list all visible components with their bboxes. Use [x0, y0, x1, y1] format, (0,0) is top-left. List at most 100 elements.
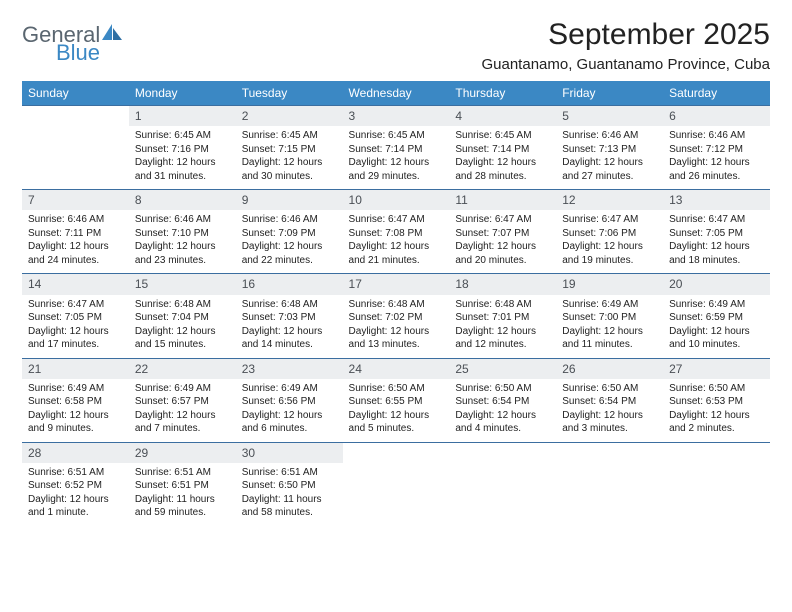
sunrise-line: Sunrise: 6:49 AM: [28, 382, 123, 396]
sunset-line: Sunset: 7:07 PM: [455, 227, 550, 241]
day-cell: 21Sunrise: 6:49 AMSunset: 6:58 PMDayligh…: [22, 358, 129, 442]
day-number: 17: [343, 274, 450, 294]
day-number: 1: [129, 106, 236, 126]
daylight-line: Daylight: 12 hours and 21 minutes.: [349, 240, 444, 267]
sunrise-line: Sunrise: 6:47 AM: [28, 298, 123, 312]
sunrise-line: Sunrise: 6:48 AM: [242, 298, 337, 312]
week-row: 7Sunrise: 6:46 AMSunset: 7:11 PMDaylight…: [22, 190, 770, 274]
day-cell: 20Sunrise: 6:49 AMSunset: 6:59 PMDayligh…: [663, 274, 770, 358]
sunset-line: Sunset: 7:14 PM: [349, 143, 444, 157]
day-cell: 25Sunrise: 6:50 AMSunset: 6:54 PMDayligh…: [449, 358, 556, 442]
day-cell: 9Sunrise: 6:46 AMSunset: 7:09 PMDaylight…: [236, 190, 343, 274]
day-number: 13: [663, 190, 770, 210]
day-cell: 30Sunrise: 6:51 AMSunset: 6:50 PMDayligh…: [236, 442, 343, 526]
daylight-line: Daylight: 12 hours and 11 minutes.: [562, 325, 657, 352]
day-number: 10: [343, 190, 450, 210]
week-row: 14Sunrise: 6:47 AMSunset: 7:05 PMDayligh…: [22, 274, 770, 358]
daylight-line: Daylight: 12 hours and 6 minutes.: [242, 409, 337, 436]
day-cell: [663, 442, 770, 526]
daylight-line: Daylight: 12 hours and 1 minute.: [28, 493, 123, 520]
day-cell: 15Sunrise: 6:48 AMSunset: 7:04 PMDayligh…: [129, 274, 236, 358]
day-number: 30: [236, 443, 343, 463]
day-header: Saturday: [663, 81, 770, 106]
sunset-line: Sunset: 7:12 PM: [669, 143, 764, 157]
sunset-line: Sunset: 7:14 PM: [455, 143, 550, 157]
sunset-line: Sunset: 7:16 PM: [135, 143, 230, 157]
daylight-line: Daylight: 12 hours and 14 minutes.: [242, 325, 337, 352]
day-header: Sunday: [22, 81, 129, 106]
day-cell: 24Sunrise: 6:50 AMSunset: 6:55 PMDayligh…: [343, 358, 450, 442]
day-number: 2: [236, 106, 343, 126]
day-cell: 19 Sunrise: 6:49 AMSunset: 7:00 PMDayligh…: [556, 274, 663, 358]
day-header: Wednesday: [343, 81, 450, 106]
sunrise-line: Sunrise: 6:49 AM: [562, 298, 657, 312]
sunrise-line: Sunrise: 6:50 AM: [669, 382, 764, 396]
day-number: 19: [556, 274, 663, 294]
day-number: 22: [129, 359, 236, 379]
day-number: 8: [129, 190, 236, 210]
daylight-line: Daylight: 12 hours and 24 minutes.: [28, 240, 123, 267]
sunset-line: Sunset: 6:59 PM: [669, 311, 764, 325]
calendar-table: SundayMondayTuesdayWednesdayThursdayFrid…: [22, 81, 770, 526]
sunrise-line: Sunrise: 6:45 AM: [455, 129, 550, 143]
sunset-line: Sunset: 6:51 PM: [135, 479, 230, 493]
sunset-line: Sunset: 6:53 PM: [669, 395, 764, 409]
day-cell: 27Sunrise: 6:50 AMSunset: 6:53 PMDayligh…: [663, 358, 770, 442]
daylight-line: Daylight: 12 hours and 13 minutes.: [349, 325, 444, 352]
day-cell: 6Sunrise: 6:46 AMSunset: 7:12 PMDaylight…: [663, 106, 770, 190]
sunrise-line: Sunrise: 6:47 AM: [349, 213, 444, 227]
day-cell: 4Sunrise: 6:45 AMSunset: 7:14 PMDaylight…: [449, 106, 556, 190]
daylight-line: Daylight: 11 hours and 59 minutes.: [135, 493, 230, 520]
week-row: 21Sunrise: 6:49 AMSunset: 6:58 PMDayligh…: [22, 358, 770, 442]
day-cell: 1Sunrise: 6:45 AMSunset: 7:16 PMDaylight…: [129, 106, 236, 190]
sunrise-line: Sunrise: 6:49 AM: [135, 382, 230, 396]
sunset-line: Sunset: 6:58 PM: [28, 395, 123, 409]
day-number: 29: [129, 443, 236, 463]
sunrise-line: Sunrise: 6:50 AM: [562, 382, 657, 396]
day-number: 28: [22, 443, 129, 463]
day-cell: 14Sunrise: 6:47 AMSunset: 7:05 PMDayligh…: [22, 274, 129, 358]
sunrise-line: Sunrise: 6:51 AM: [28, 466, 123, 480]
sunrise-line: Sunrise: 6:48 AM: [135, 298, 230, 312]
sunset-line: Sunset: 7:00 PM: [562, 311, 657, 325]
day-number: 18: [449, 274, 556, 294]
sunset-line: Sunset: 6:54 PM: [455, 395, 550, 409]
day-cell: 5Sunrise: 6:46 AMSunset: 7:13 PMDaylight…: [556, 106, 663, 190]
sunrise-line: Sunrise: 6:47 AM: [669, 213, 764, 227]
daylight-line: Daylight: 12 hours and 10 minutes.: [669, 325, 764, 352]
sunrise-line: Sunrise: 6:45 AM: [135, 129, 230, 143]
day-number: 16: [236, 274, 343, 294]
location-text: Guantanamo, Guantanamo Province, Cuba: [481, 56, 770, 73]
sail-icon: [102, 24, 124, 46]
calendar-body: 1Sunrise: 6:45 AMSunset: 7:16 PMDaylight…: [22, 106, 770, 526]
daylight-line: Daylight: 12 hours and 9 minutes.: [28, 409, 123, 436]
sunrise-line: Sunrise: 6:49 AM: [242, 382, 337, 396]
week-row: 28Sunrise: 6:51 AMSunset: 6:52 PMDayligh…: [22, 442, 770, 526]
daylight-line: Daylight: 12 hours and 22 minutes.: [242, 240, 337, 267]
sunrise-line: Sunrise: 6:46 AM: [28, 213, 123, 227]
daylight-line: Daylight: 12 hours and 7 minutes.: [135, 409, 230, 436]
sunset-line: Sunset: 7:13 PM: [562, 143, 657, 157]
sunrise-line: Sunrise: 6:48 AM: [455, 298, 550, 312]
day-header: Thursday: [449, 81, 556, 106]
day-cell: [449, 442, 556, 526]
day-number: 4: [449, 106, 556, 126]
sunrise-line: Sunrise: 6:51 AM: [135, 466, 230, 480]
day-cell: 17Sunrise: 6:48 AMSunset: 7:02 PMDayligh…: [343, 274, 450, 358]
day-number: 15: [129, 274, 236, 294]
day-number: 25: [449, 359, 556, 379]
calendar-header-row: SundayMondayTuesdayWednesdayThursdayFrid…: [22, 81, 770, 106]
sunrise-line: Sunrise: 6:46 AM: [562, 129, 657, 143]
sunset-line: Sunset: 7:05 PM: [669, 227, 764, 241]
sunrise-line: Sunrise: 6:45 AM: [349, 129, 444, 143]
day-cell: 16Sunrise: 6:48 AMSunset: 7:03 PMDayligh…: [236, 274, 343, 358]
daylight-line: Daylight: 12 hours and 15 minutes.: [135, 325, 230, 352]
day-cell: 2Sunrise: 6:45 AMSunset: 7:15 PMDaylight…: [236, 106, 343, 190]
day-cell: 22Sunrise: 6:49 AMSunset: 6:57 PMDayligh…: [129, 358, 236, 442]
sunset-line: Sunset: 7:11 PM: [28, 227, 123, 241]
daylight-line: Daylight: 12 hours and 12 minutes.: [455, 325, 550, 352]
day-header: Tuesday: [236, 81, 343, 106]
sunset-line: Sunset: 7:05 PM: [28, 311, 123, 325]
day-header: Friday: [556, 81, 663, 106]
brand-logo: General Blue: [22, 24, 124, 64]
